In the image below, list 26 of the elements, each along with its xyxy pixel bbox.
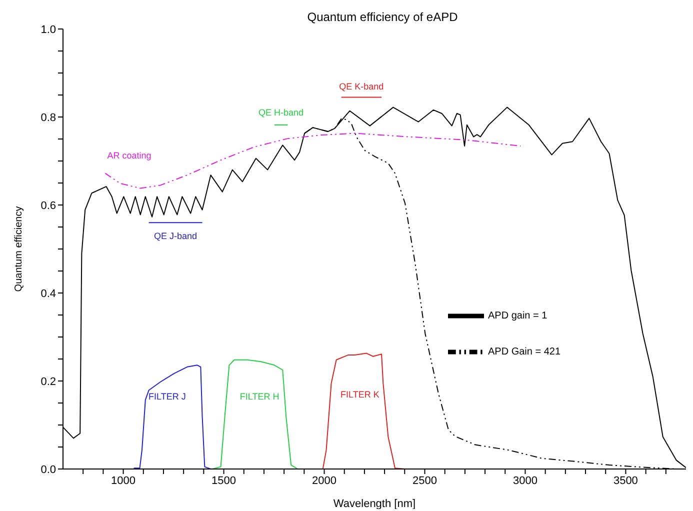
series-label: FILTER J (148, 392, 186, 402)
legend-label: APD Gain = 421 (488, 346, 561, 358)
series-label: AR coating (107, 150, 152, 161)
y-tick-label: 0.4 (40, 288, 56, 300)
x-tick-label: 3000 (512, 474, 538, 487)
y-axis-title: Quantum efficiency (14, 206, 25, 292)
chart-title: Quantum efficiency of eAPD (306, 10, 459, 24)
x-tick-label: 1500 (212, 474, 236, 487)
y-tick-label: 0.0 (40, 464, 56, 476)
y-tick-label: 0.6 (40, 200, 56, 212)
series-label: QE K-band (339, 82, 384, 92)
series-label: FILTER H (240, 391, 280, 402)
x-tick-label: 1000 (111, 474, 136, 487)
legend-label: APD gain = 1 (488, 310, 548, 322)
x-tick-label: 2500 (412, 474, 437, 487)
line-series (133, 364, 212, 469)
x-tick-label: 2000 (312, 474, 336, 487)
y-tick-label: 0.8 (40, 112, 56, 124)
series-label: QE J-band (154, 230, 198, 241)
x-axis-title: Wavelength [nm] (333, 498, 416, 510)
line-series (104, 132, 522, 189)
series-label: FILTER K (340, 390, 380, 400)
y-tick-label: 0.2 (40, 376, 56, 388)
x-tick-label: 3500 (613, 474, 638, 487)
series-label: QE H-band (258, 107, 304, 118)
y-tick-label: 1.0 (40, 24, 56, 36)
